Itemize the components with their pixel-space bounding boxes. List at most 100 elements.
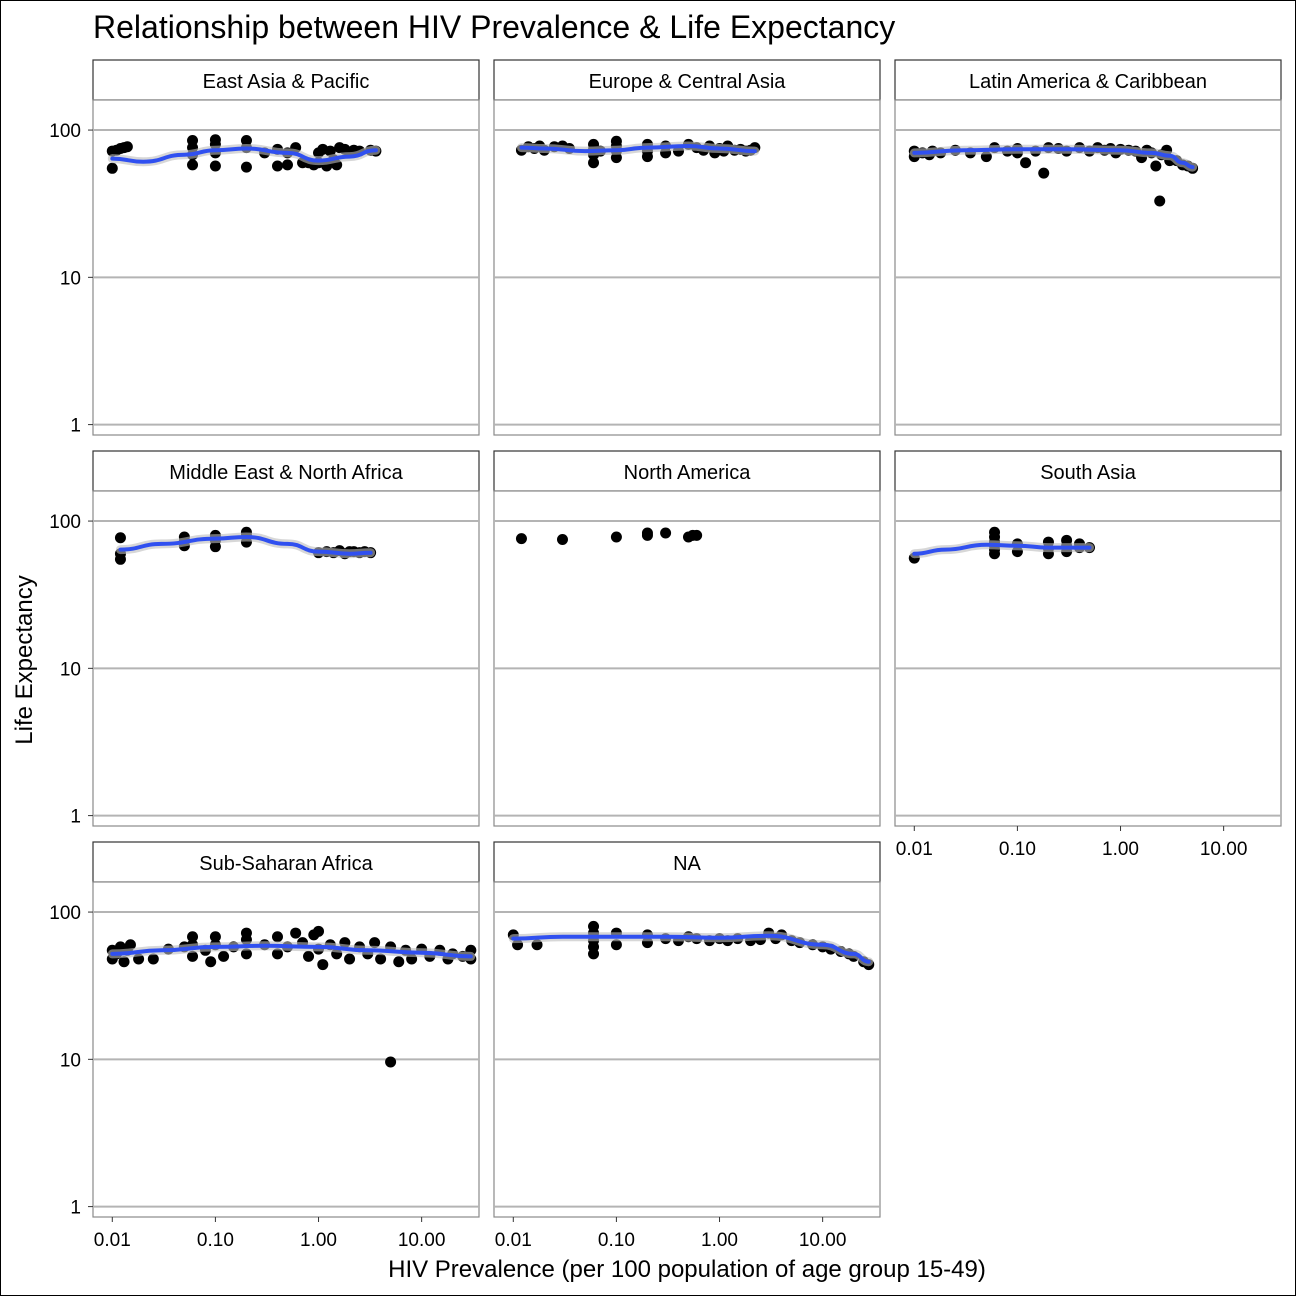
- y-tick-label: 1: [70, 416, 81, 437]
- data-point: [121, 141, 133, 153]
- gridlines: [93, 129, 479, 426]
- facet-latin-america-caribbean: Latin America & Caribbean: [894, 59, 1282, 436]
- x-tick-label: 0.10: [197, 1230, 234, 1251]
- data-point: [641, 527, 653, 539]
- data-point: [393, 956, 405, 968]
- data-point: [205, 956, 217, 968]
- y-tick-label: 100: [49, 512, 81, 533]
- gridlines: [494, 129, 880, 426]
- x-tick-label: 0.01: [896, 839, 933, 860]
- y-tick-label: 100: [49, 121, 81, 142]
- data-point: [1154, 195, 1166, 207]
- facet-south-asia: South Asia 0.01 0.10 1.00 10.00: [894, 450, 1282, 860]
- data-point: [1038, 167, 1050, 179]
- gridlines: [494, 520, 880, 817]
- facet-panel: [894, 490, 1282, 827]
- facet-sub-saharan-africa: Sub-Saharan Africa 1 10 100 0.01 0.10 1.00 10.0…: [49, 841, 480, 1251]
- x-tick-label: 0.10: [598, 1230, 635, 1251]
- y-tick-label: 1: [70, 807, 81, 828]
- y-tick-label: 10: [60, 659, 81, 680]
- data-point: [317, 959, 329, 971]
- data-point: [240, 134, 252, 146]
- data-point: [271, 931, 283, 943]
- data-point: [209, 134, 221, 146]
- data-point: [1150, 160, 1162, 172]
- data-point: [187, 159, 199, 171]
- facet-panel: [493, 490, 881, 827]
- data-point: [588, 157, 600, 169]
- data-point: [610, 939, 622, 951]
- facet-east-asia-pacific: East Asia & Pacific 1 10 100: [49, 59, 480, 437]
- data-point: [385, 1056, 397, 1068]
- data-point: [989, 526, 1001, 538]
- data-point: [281, 159, 293, 171]
- y-tick-label: 100: [49, 903, 81, 924]
- data-point: [271, 948, 283, 960]
- y-tick-label: 10: [60, 1050, 81, 1071]
- smooth-line: [912, 542, 1092, 556]
- gridlines: [93, 911, 479, 1208]
- facet-strip-label: Europe & Central Asia: [589, 71, 787, 93]
- smooth-line: [118, 534, 373, 556]
- x-tick-label: 1.00: [701, 1230, 738, 1251]
- facet-panel: [92, 881, 480, 1218]
- data-point: [218, 950, 230, 962]
- data-point: [344, 953, 356, 965]
- facet-grid: East Asia & Pacific 1 10 100 Europe & Centra…: [49, 59, 1282, 1251]
- smooth-line: [511, 933, 871, 964]
- data-point: [1020, 157, 1032, 169]
- facet-na: NA 0.01 0.10 1.00 10.00: [493, 841, 881, 1251]
- y-tick-label: 10: [60, 268, 81, 289]
- facet-strip-label: Latin America & Caribbean: [969, 71, 1207, 93]
- gridlines: [93, 520, 479, 817]
- data-point: [324, 145, 336, 157]
- facet-north-america: North America: [493, 450, 881, 827]
- facet-strip-label: North America: [624, 462, 752, 484]
- data-point: [147, 953, 159, 965]
- data-point: [313, 925, 325, 937]
- data-point: [375, 953, 387, 965]
- data-point: [610, 135, 622, 147]
- data-point: [556, 533, 568, 545]
- data-point: [240, 161, 252, 173]
- data-point: [209, 931, 221, 943]
- data-point: [588, 920, 600, 932]
- data-point: [271, 160, 283, 172]
- facet-strip: [92, 59, 480, 101]
- y-axis-label: Life Expectancy: [11, 575, 38, 744]
- data-point: [187, 134, 199, 146]
- smooth-line: [110, 943, 473, 959]
- facet-middle-east-north-africa: Middle East & North Africa 1 10 100: [49, 450, 480, 828]
- data-point: [106, 162, 118, 174]
- facet-strip-label: Sub-Saharan Africa: [199, 853, 373, 875]
- data-point: [369, 937, 381, 949]
- data-point: [691, 529, 703, 541]
- data-point: [209, 160, 221, 172]
- data-point: [515, 533, 527, 545]
- data-point: [114, 532, 126, 544]
- x-tick-label: 0.01: [94, 1230, 131, 1251]
- data-point: [118, 956, 130, 968]
- facet-strip-label: NA: [673, 853, 701, 875]
- x-axis-label: HIV Prevalence (per 100 population of ag…: [388, 1256, 986, 1283]
- facet-panel: [493, 99, 881, 436]
- facet-strip: [92, 841, 480, 883]
- data-point: [610, 531, 622, 543]
- x-tick-label: 10.00: [398, 1230, 446, 1251]
- x-tick-label: 0.01: [495, 1230, 532, 1251]
- data-point: [303, 950, 315, 962]
- facet-europe-central-asia: Europe & Central Asia: [493, 59, 881, 436]
- x-tick-label: 1.00: [1102, 839, 1139, 860]
- facet-strip: [894, 450, 1282, 492]
- facet-strip-label: South Asia: [1040, 462, 1137, 484]
- gridlines: [494, 911, 880, 1208]
- facet-strip: [894, 59, 1282, 101]
- data-point: [660, 527, 672, 539]
- x-tick-label: 0.10: [999, 839, 1036, 860]
- smooth-line: [912, 147, 1195, 170]
- data-point: [187, 931, 199, 943]
- data-point: [240, 927, 252, 939]
- data-point: [187, 950, 199, 962]
